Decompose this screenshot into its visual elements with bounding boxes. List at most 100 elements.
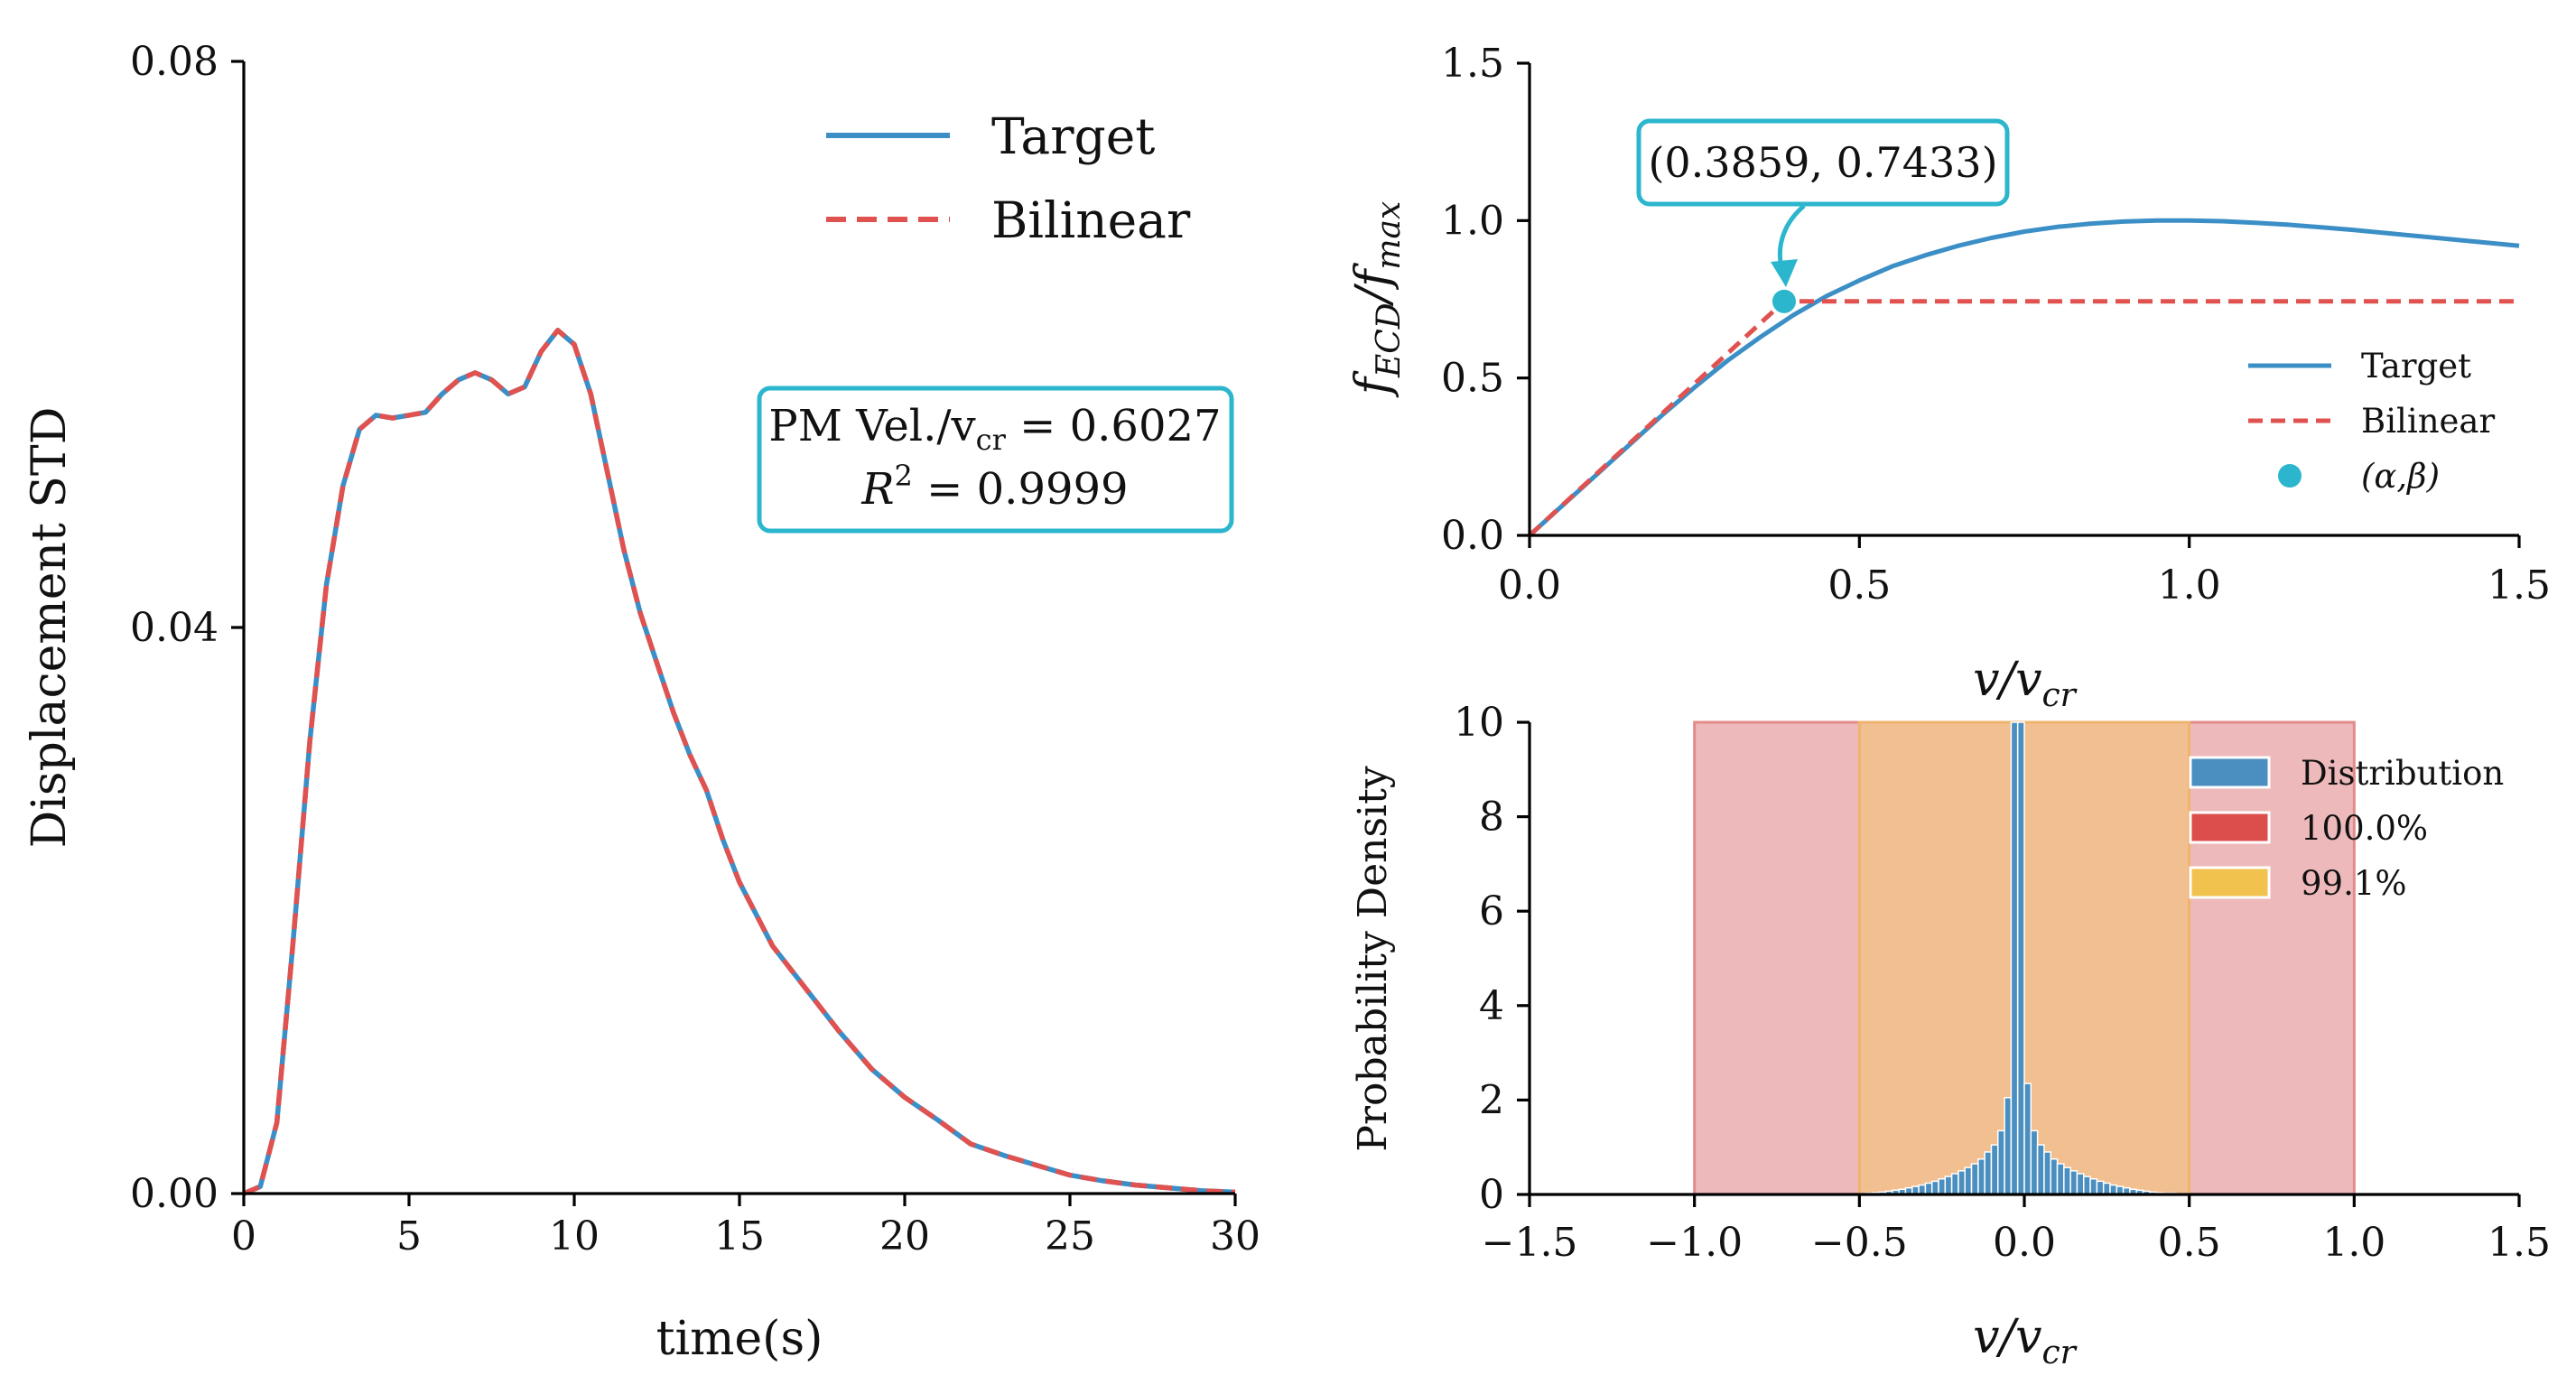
histogram-bar bbox=[2102, 1182, 2111, 1195]
histogram-bar bbox=[1977, 1158, 1985, 1195]
y-tick-label: 4 bbox=[1479, 983, 1504, 1029]
left-plot: 0 5 10 15 20 25 30 0.00 0.04 0.08 time(s) Displac… bbox=[23, 39, 1260, 1366]
x-tick-label: −1.0 bbox=[1646, 1220, 1743, 1266]
histogram-bar bbox=[2076, 1173, 2085, 1195]
histogram-bar bbox=[2023, 1083, 2032, 1195]
x-tick-label: 1.5 bbox=[2488, 562, 2551, 609]
ylabel-sub2: max bbox=[1371, 201, 1408, 270]
y-tick-label: 0.5 bbox=[1441, 356, 1504, 402]
x-tick-label: −0.5 bbox=[1811, 1220, 1908, 1266]
histogram-bar bbox=[2050, 1158, 2059, 1195]
top-right-plot: 0.0 0.5 1.0 1.5 0.0 0.5 1.0 1.5 v/vcr fECD/fmax… bbox=[1346, 41, 2551, 714]
histogram-bar bbox=[1924, 1182, 1933, 1195]
x-tick-label: 1.5 bbox=[2488, 1220, 2551, 1266]
histogram-bar bbox=[2083, 1176, 2091, 1195]
histogram-bar bbox=[1997, 1129, 2005, 1195]
x-tick-label: 30 bbox=[1210, 1213, 1260, 1259]
r2-value: = 0.9999 bbox=[913, 464, 1129, 515]
histogram-bar bbox=[1964, 1166, 1973, 1195]
top-right-x-axis-label: v/vcr bbox=[1973, 653, 2077, 714]
annotation-line-2: R2 = 0.9999 bbox=[860, 459, 1128, 515]
x-tick-label: 1.0 bbox=[2322, 1220, 2385, 1266]
y-tick-label: 1.0 bbox=[1441, 198, 1504, 244]
x-tick-label: 0.0 bbox=[1498, 562, 1561, 609]
x-tick-label: 20 bbox=[879, 1213, 930, 1259]
series-target-line bbox=[1528, 218, 2520, 537]
ylabel-sub1: ECD bbox=[1371, 302, 1408, 378]
bottom-right-plot: −1.5 −1.0 −0.5 0.0 0.5 1.0 1.5 0 2 4 6 8 10 v/vcr Pr… bbox=[1350, 700, 2551, 1371]
top-right-legend: Target Bilinear (α,β) bbox=[2248, 347, 2495, 496]
bottom-right-legend: Distribution 100.0% 99.1% bbox=[2189, 754, 2504, 903]
histogram-bar bbox=[2016, 721, 2025, 1195]
y-tick-label: 0.08 bbox=[130, 39, 219, 85]
histogram-bar bbox=[2063, 1166, 2071, 1195]
histogram-bar bbox=[1944, 1176, 1953, 1195]
x-tick-label: 10 bbox=[549, 1213, 600, 1259]
xlabel-main: v/v bbox=[1973, 653, 2041, 707]
xlabel-sub: cr bbox=[2041, 677, 2077, 714]
y-tick-label: 0 bbox=[1479, 1172, 1504, 1218]
legend3-distribution-label: Distribution bbox=[2301, 754, 2504, 793]
legend3-99-label: 99.1% bbox=[2301, 864, 2407, 903]
ylabel-mid: /f bbox=[1346, 263, 1400, 308]
left-ticks: 0 5 10 15 20 25 30 0.00 0.04 0.08 bbox=[130, 39, 1260, 1259]
left-y-axis-label: Displacement STD bbox=[23, 407, 77, 849]
y-tick-label: 2 bbox=[1479, 1077, 1504, 1123]
annotation-line-1: PM Vel./vcr = 0.6027 bbox=[768, 401, 1221, 457]
point-annotation: (0.3859, 0.7433) bbox=[1636, 118, 2010, 287]
point-annotation-text: (0.3859, 0.7433) bbox=[1648, 138, 1997, 187]
x-tick-label: 0.0 bbox=[1993, 1220, 2056, 1266]
histogram-bar bbox=[1984, 1151, 1993, 1195]
histogram-bar bbox=[1938, 1177, 1947, 1195]
histogram-bar bbox=[1930, 1180, 1939, 1195]
annotation-arrowhead bbox=[1771, 259, 1798, 287]
bottom-right-x-axis-label: v/vcr bbox=[1973, 1310, 2077, 1371]
x-tick-label: 0 bbox=[231, 1213, 256, 1259]
legend3-100-label: 100.0% bbox=[2301, 809, 2428, 848]
bottom-right-y-axis-label: Probability Density bbox=[1350, 766, 1396, 1151]
top-right-ticks: 0.0 0.5 1.0 1.5 0.0 0.5 1.0 1.5 bbox=[1441, 41, 2551, 609]
legend2-point-label: (α,β) bbox=[2361, 457, 2440, 496]
pm-vel-label: PM Vel./v bbox=[768, 401, 975, 451]
series-bilinear-line bbox=[242, 328, 1236, 1196]
pm-vel-sub: cr bbox=[976, 423, 1007, 457]
histogram-bar bbox=[2036, 1144, 2045, 1195]
histogram-bar bbox=[1990, 1144, 1999, 1195]
legend-bilinear-label: Bilinear bbox=[991, 191, 1191, 249]
xlabel2-main: v/v bbox=[1973, 1310, 2041, 1364]
x-tick-label: 15 bbox=[714, 1213, 765, 1259]
histogram-bar bbox=[2096, 1180, 2105, 1195]
histogram-bar bbox=[1950, 1173, 1959, 1195]
legend3-100-swatch bbox=[2189, 811, 2271, 844]
left-annotation-box: PM Vel./vcr = 0.6027 R2 = 0.9999 bbox=[757, 386, 1234, 534]
histogram-bar bbox=[2069, 1170, 2078, 1195]
legend2-target-label: Target bbox=[2361, 347, 2471, 386]
x-tick-label: 25 bbox=[1045, 1213, 1095, 1259]
histogram-bar bbox=[2089, 1177, 2098, 1195]
point-annotation-frame bbox=[1636, 118, 2010, 207]
y-tick-label: 0.00 bbox=[130, 1171, 219, 1217]
alpha-beta-point bbox=[1772, 289, 1796, 313]
left-legend: Target Bilinear bbox=[826, 107, 1191, 249]
histogram-bar bbox=[1958, 1170, 1966, 1195]
r2-label: R bbox=[860, 464, 894, 515]
histogram-bar bbox=[2010, 721, 2019, 1195]
y-tick-label: 8 bbox=[1479, 795, 1504, 841]
pm-vel-value: = 0.6027 bbox=[1006, 401, 1222, 451]
annotation-frame bbox=[757, 386, 1234, 534]
y-tick-label: 0.04 bbox=[130, 605, 219, 651]
x-tick-label: −1.5 bbox=[1482, 1220, 1578, 1266]
y-tick-label: 6 bbox=[1479, 888, 1504, 934]
left-lines bbox=[242, 328, 1236, 1196]
x-tick-label: 5 bbox=[396, 1213, 422, 1259]
xlabel2-sub: cr bbox=[2041, 1334, 2077, 1371]
bottom-right-ticks: −1.5 −1.0 −0.5 0.0 0.5 1.0 1.5 0 2 4 6 8 10 bbox=[1454, 700, 2551, 1266]
top-right-y-axis-label: fECD/fmax bbox=[1346, 201, 1408, 399]
histogram-bar bbox=[2043, 1151, 2051, 1195]
histogram-bar bbox=[2004, 1097, 2013, 1195]
histogram-bar bbox=[2056, 1163, 2065, 1195]
left-x-axis-label: time(s) bbox=[656, 1312, 823, 1366]
x-tick-label: 0.5 bbox=[1827, 562, 1891, 609]
legend3-99-swatch bbox=[2189, 866, 2271, 899]
